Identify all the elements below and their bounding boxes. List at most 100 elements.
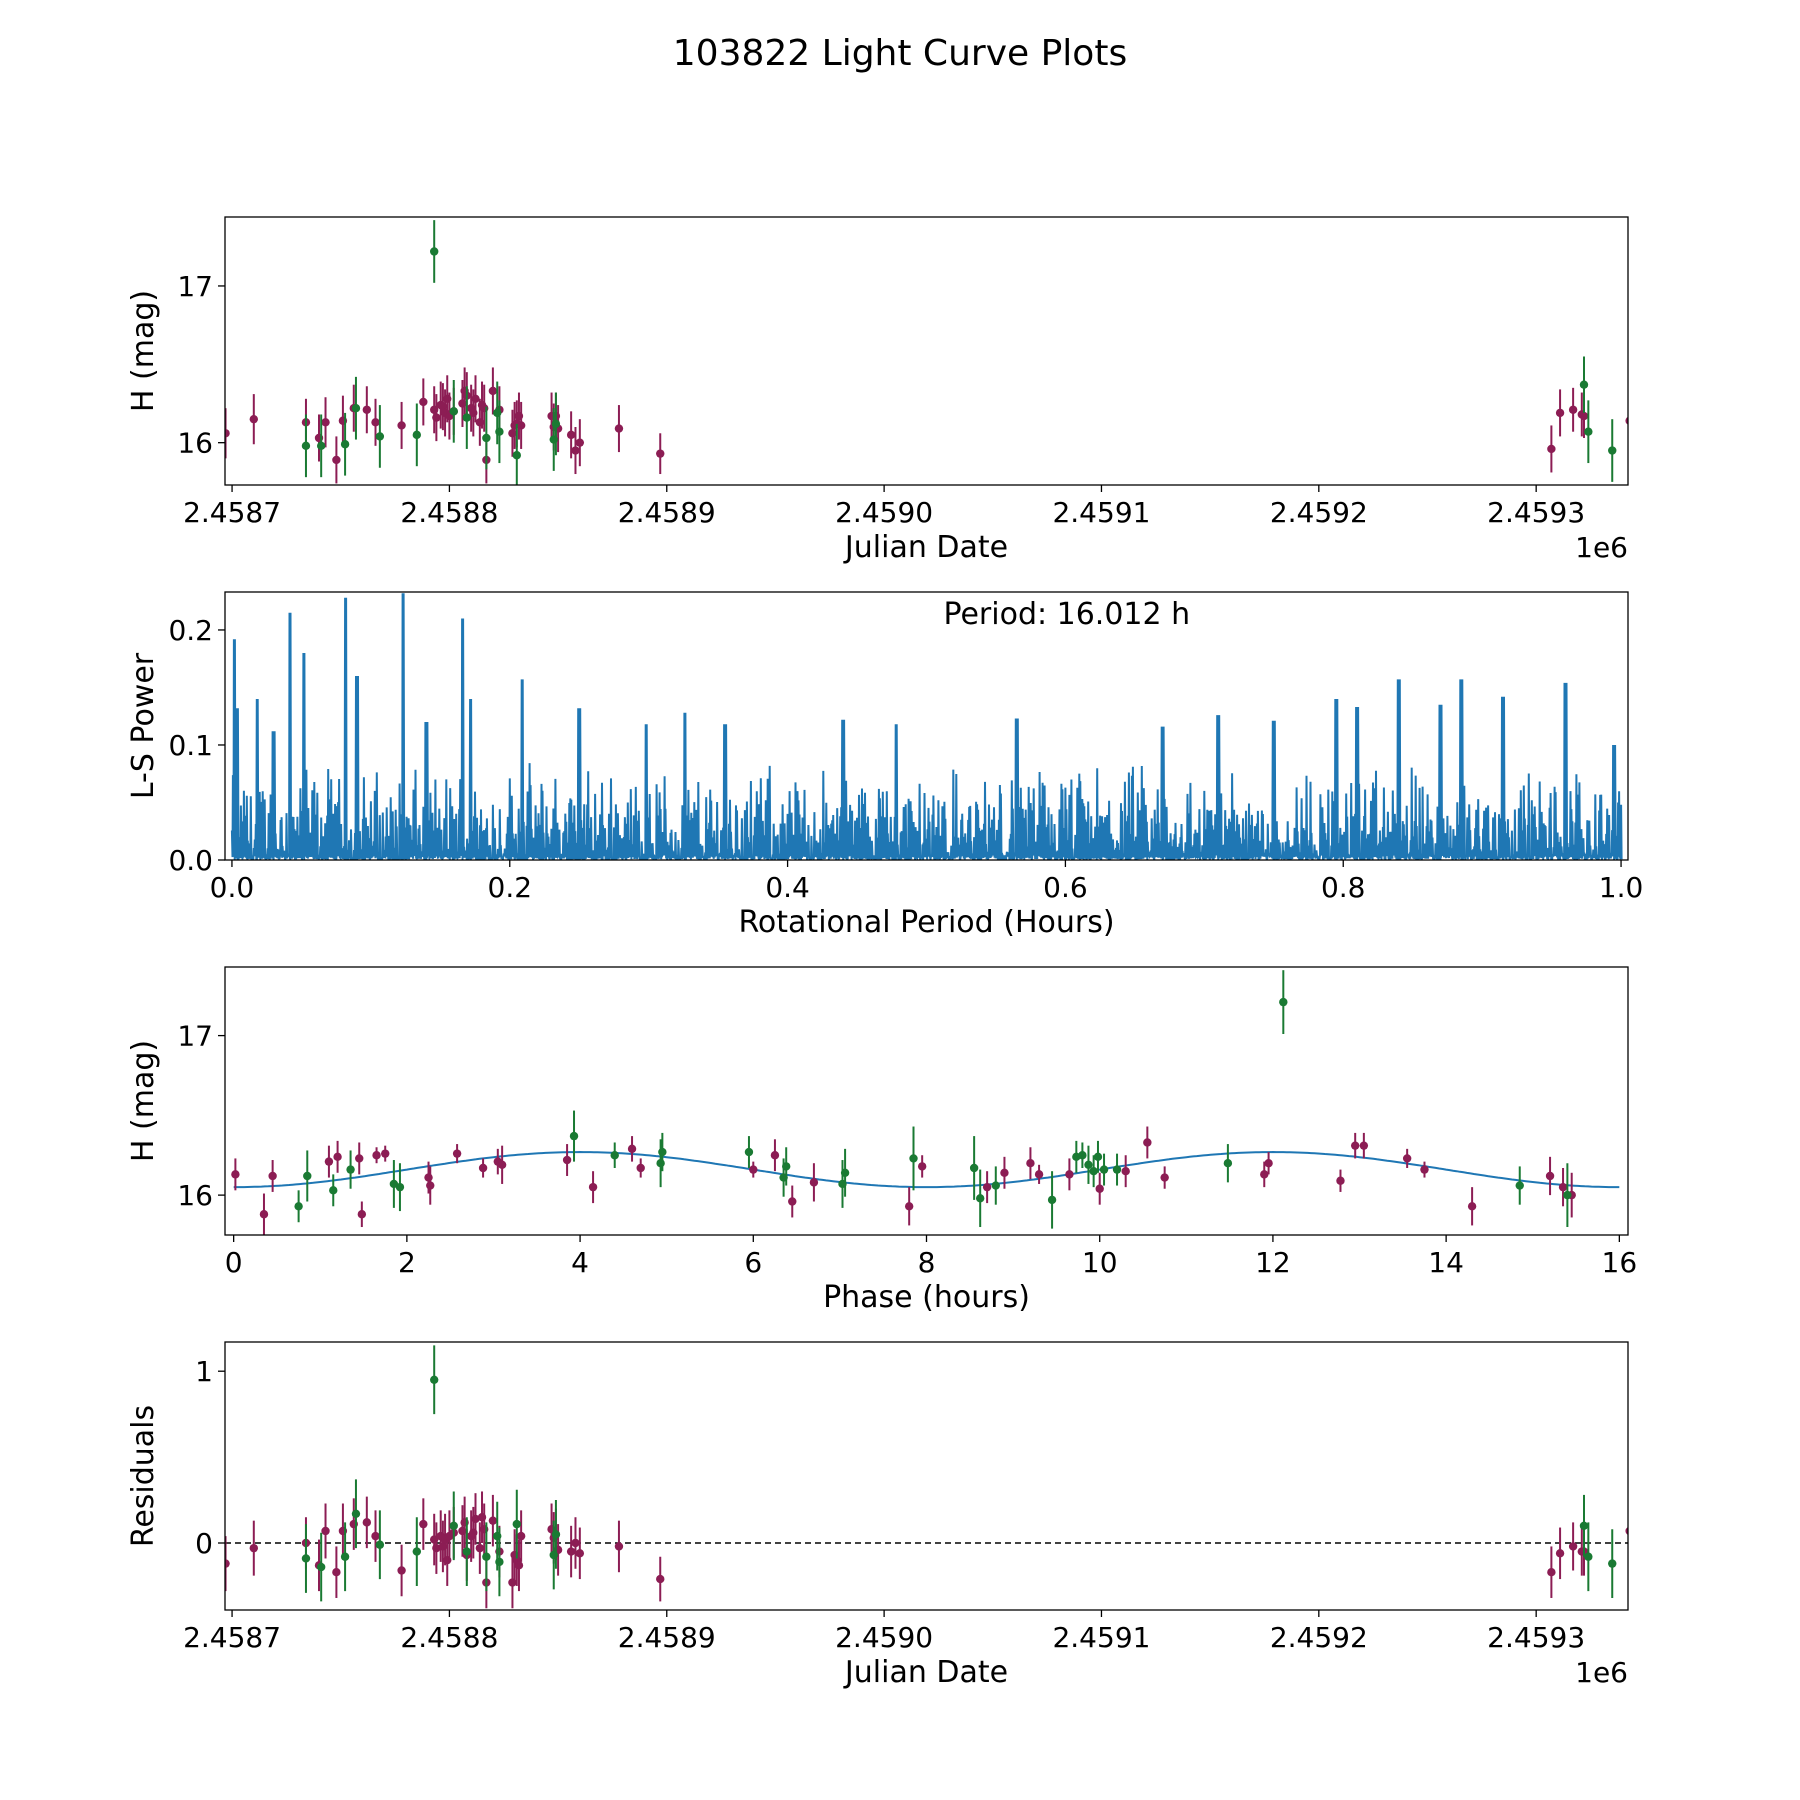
data-point xyxy=(372,1151,381,1160)
data-point xyxy=(1143,1138,1152,1147)
series-g-band xyxy=(301,1345,1617,1602)
y-tick-label: 0.0 xyxy=(168,844,213,877)
data-point xyxy=(656,1159,665,1168)
x-tick-label: 0.4 xyxy=(765,871,810,904)
data-point xyxy=(471,1514,480,1524)
data-point xyxy=(1420,1165,1429,1174)
data-point xyxy=(1099,1165,1109,1174)
data-point xyxy=(1547,444,1556,454)
data-point xyxy=(656,1574,665,1584)
data-point xyxy=(340,440,350,449)
x-axis-label: Julian Date xyxy=(843,1655,1008,1690)
data-point xyxy=(749,1165,758,1174)
plot-area xyxy=(225,1345,1628,1609)
data-point xyxy=(395,1182,405,1192)
data-point xyxy=(588,1182,598,1192)
data-point xyxy=(371,1531,380,1541)
data-point xyxy=(1563,1190,1572,1200)
periodogram-line xyxy=(230,593,1623,860)
data-point xyxy=(1350,1141,1360,1150)
y-tick-label: 17 xyxy=(177,1020,213,1053)
data-point xyxy=(840,1168,850,1177)
data-point xyxy=(1579,380,1589,389)
data-point xyxy=(1547,1568,1556,1577)
data-point xyxy=(614,424,624,433)
data-point xyxy=(321,418,330,427)
data-point xyxy=(788,1197,797,1206)
x-axis-label: Rotational Period (Hours) xyxy=(738,905,1114,940)
data-point xyxy=(426,1181,435,1190)
data-point xyxy=(355,1154,364,1163)
data-point xyxy=(1034,1170,1044,1179)
y-axis-label: Residuals xyxy=(126,1405,161,1547)
data-point xyxy=(497,1160,507,1170)
data-point xyxy=(1579,411,1589,421)
x-tick-label: 0.2 xyxy=(488,871,533,904)
subplot-phased: 0 2 4 6 8 10 12 14 16 16 17 Phase (hours) H (mag) xyxy=(126,966,1637,1315)
y-tick-label: 17 xyxy=(177,270,213,303)
y-tick-label: 16 xyxy=(177,427,213,460)
x-tick-label: 2.4592 xyxy=(1270,1621,1368,1654)
x-tick-label: 2.4588 xyxy=(400,1621,498,1654)
data-point xyxy=(452,1149,462,1158)
data-point xyxy=(1065,1170,1074,1179)
data-point xyxy=(333,1152,342,1162)
data-point xyxy=(231,1170,240,1179)
plot-area xyxy=(225,220,1628,485)
data-point xyxy=(658,1147,667,1157)
data-point xyxy=(1264,1159,1273,1168)
data-point xyxy=(412,430,422,440)
y-axis-label: H (mag) xyxy=(126,1040,161,1162)
data-point xyxy=(321,1526,330,1536)
data-point xyxy=(975,1194,985,1203)
data-point xyxy=(1584,427,1593,436)
x-tick-label: 2.4587 xyxy=(183,496,281,529)
y-tick-label: 0 xyxy=(195,1527,213,1560)
data-point xyxy=(904,1202,914,1211)
y-tick-label: 0.1 xyxy=(168,729,213,762)
data-point xyxy=(909,1154,918,1163)
data-point xyxy=(656,449,665,458)
data-point xyxy=(462,1547,472,1556)
x-tick-label: 2.4590 xyxy=(835,496,933,529)
data-point xyxy=(1084,1160,1093,1170)
data-point xyxy=(375,432,385,441)
data-point xyxy=(351,404,361,413)
data-point xyxy=(268,1171,277,1181)
data-point xyxy=(571,446,580,455)
data-point xyxy=(324,1157,334,1166)
data-point xyxy=(1026,1159,1035,1168)
data-point xyxy=(488,386,498,396)
x-tick-label: 2.4588 xyxy=(400,496,498,529)
data-point xyxy=(1000,1168,1009,1177)
data-point xyxy=(316,441,326,451)
axes-frame xyxy=(224,216,1629,486)
axes-frame xyxy=(224,591,1629,861)
data-point xyxy=(1555,408,1565,418)
data-point xyxy=(375,1540,385,1549)
data-point xyxy=(381,1149,390,1158)
data-point xyxy=(1279,997,1288,1007)
data-point xyxy=(1568,1542,1578,1551)
x-offset-label: 1e6 xyxy=(1575,531,1628,564)
data-point xyxy=(424,1173,433,1182)
data-point xyxy=(1584,1552,1593,1561)
data-point xyxy=(449,1521,458,1531)
data-point xyxy=(1359,1141,1369,1150)
data-point xyxy=(991,1181,1000,1190)
data-point xyxy=(610,1151,619,1160)
data-point xyxy=(1160,1173,1169,1182)
data-point xyxy=(462,413,472,422)
data-point xyxy=(249,1543,258,1553)
data-point xyxy=(744,1147,754,1157)
data-point xyxy=(301,441,311,451)
data-point xyxy=(419,397,428,407)
data-point xyxy=(362,1518,372,1527)
subplot-lightcurve: 2.4587 2.4588 2.4589 2.4590 2.4591 2.4592 2.45… xyxy=(126,216,1629,565)
data-point xyxy=(1078,1151,1087,1160)
data-point xyxy=(449,407,458,416)
data-point xyxy=(1402,1154,1412,1163)
figure-title: 103822 Light Curve Plots xyxy=(673,33,1127,74)
x-offset-label: 1e6 xyxy=(1575,1656,1628,1689)
